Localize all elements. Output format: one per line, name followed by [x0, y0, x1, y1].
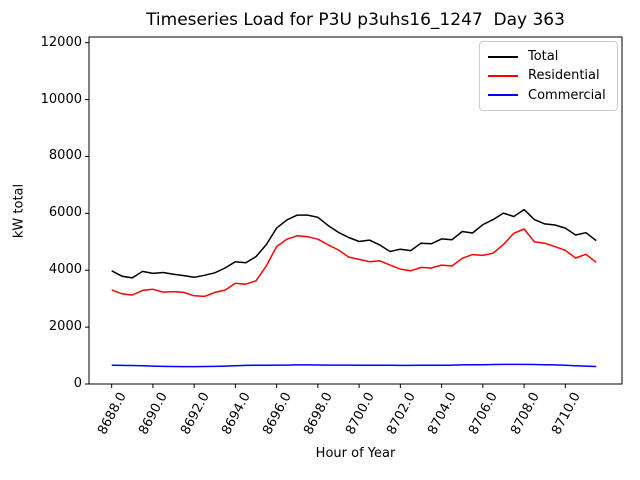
chart-title: Timeseries Load for P3U p3uhs16_1247 Day…	[146, 10, 565, 30]
series-line-residential	[111, 228, 597, 298]
y-tick-label: 8000	[48, 148, 82, 164]
legend: Total Residential Commercial	[479, 41, 618, 111]
legend-line-sample	[488, 94, 518, 97]
y-tick-label: 12000	[40, 34, 82, 50]
legend-label: Commercial	[528, 87, 606, 103]
series-line-commercial	[111, 363, 597, 368]
y-tick-label: 4000	[48, 262, 82, 278]
legend-label: Total	[528, 49, 559, 65]
legend-line-sample	[488, 55, 518, 58]
y-tick-label: 6000	[48, 205, 82, 221]
legend-entry-residential: Residential	[488, 68, 609, 83]
y-tick-label: 10000	[40, 91, 82, 107]
y-tick-label: 2000	[48, 319, 82, 335]
y-tick-label: 0	[73, 376, 82, 391]
legend-line-sample	[488, 74, 518, 77]
x-axis-label: Hour of Year	[315, 446, 396, 461]
legend-entry-total: Total	[488, 49, 609, 64]
legend-label: Residential	[528, 68, 600, 84]
legend-entry-commercial: Commercial	[488, 88, 609, 103]
series-line-total	[111, 208, 597, 279]
axes-frame	[88, 36, 623, 385]
